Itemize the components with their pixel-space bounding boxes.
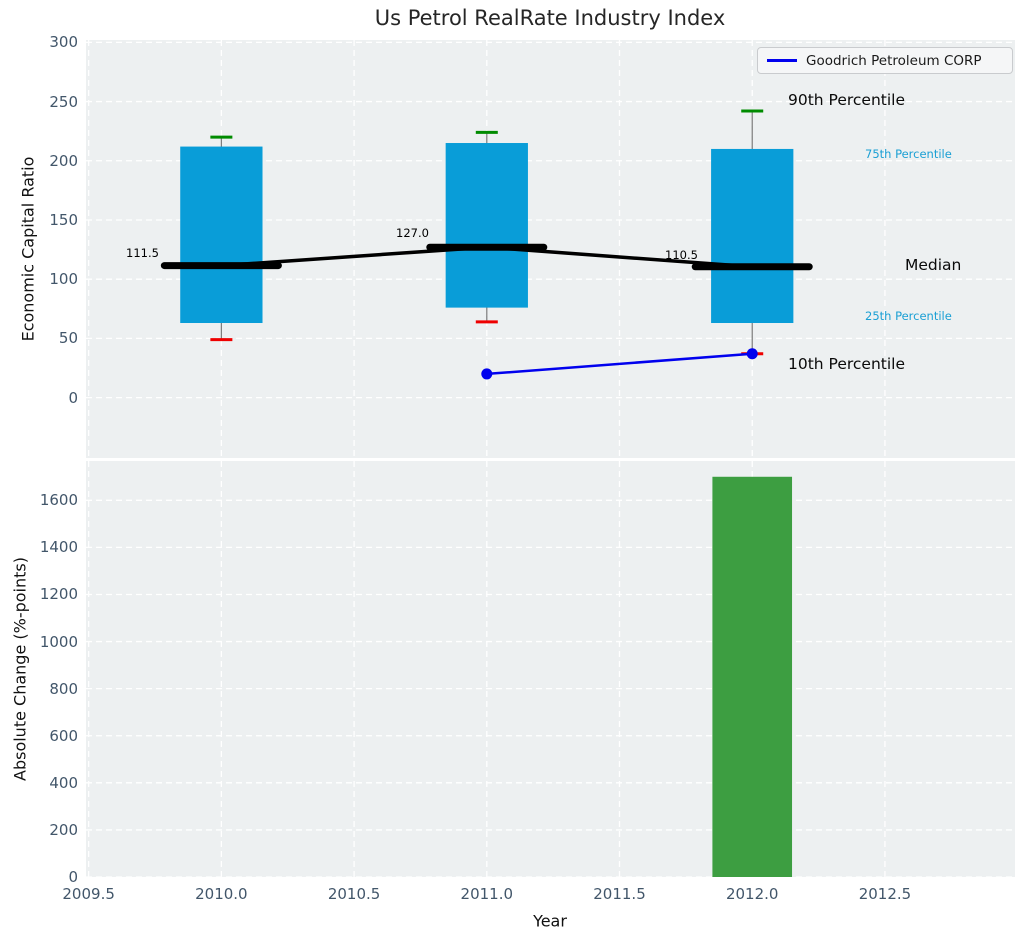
bottom-y-tick-label: 1200 (39, 585, 78, 604)
top-y-tick-label: 50 (58, 329, 78, 348)
legend: Goodrich Petroleum CORP (757, 47, 1013, 74)
x-tick-label: 2010.5 (327, 885, 381, 903)
change-bar-2012 (712, 476, 793, 877)
annotation-75th-percentile: 75th Percentile (865, 147, 952, 161)
box-2010 (180, 146, 263, 324)
x-tick-label: 2012.5 (858, 885, 912, 903)
median-value-2012: 110.5 (665, 248, 698, 262)
top-y-tick-label: 150 (49, 210, 78, 229)
boxplot-canvas (86, 40, 1015, 458)
box-2012 (711, 148, 794, 324)
bottom-y-tick-label: 1400 (39, 538, 78, 557)
annotation-90th-percentile: 90th Percentile (788, 91, 906, 109)
top-y-tick-label: 100 (49, 270, 78, 289)
bottom-y-tick-label: 400 (49, 773, 78, 792)
bottom-y-tick-label: 0 (68, 868, 78, 886)
bar-canvas (86, 461, 1015, 877)
bottom-y-tick-label: 1000 (39, 632, 78, 651)
bottom-y-tick-label: 800 (49, 679, 78, 698)
chart-title: Us Petrol RealRate Industry Index (374, 6, 726, 30)
bottom-plot-area (86, 461, 1015, 877)
x-tick-label: 2011.5 (593, 885, 646, 903)
company-marker (746, 348, 758, 360)
company-line (486, 352, 753, 376)
top-y-tick-label: 0 (68, 388, 78, 407)
top-y-axis-label: Economic Capital Ratio (18, 156, 38, 342)
top-y-tick-label: 300 (49, 33, 78, 52)
top-y-tick-label: 250 (49, 92, 78, 111)
median-value-2010: 111.5 (126, 246, 159, 260)
company-marker (481, 368, 493, 380)
x-axis-label: Year (533, 911, 567, 931)
bottom-y-tick-label: 1600 (39, 491, 78, 510)
bottom-y-tick-label: 200 (49, 820, 78, 839)
x-tick-label: 2012.0 (725, 885, 779, 903)
annotation-median: Median (905, 256, 962, 274)
legend-label: Goodrich Petroleum CORP (806, 52, 982, 69)
median-value-2011: 127.0 (396, 226, 429, 240)
bottom-y-tick-label: 600 (49, 726, 78, 745)
top-plot-area (86, 40, 1015, 458)
annotation-10th-percentile: 10th Percentile (788, 355, 906, 373)
annotation-25th-percentile: 25th Percentile (865, 309, 952, 323)
x-tick-label: 2011.0 (460, 885, 514, 903)
legend-line-swatch-icon (767, 59, 797, 62)
x-tick-label: 2009.5 (62, 885, 115, 903)
top-y-tick-label: 200 (49, 151, 78, 170)
x-tick-label: 2010.0 (195, 885, 248, 903)
box-2011 (445, 143, 528, 308)
